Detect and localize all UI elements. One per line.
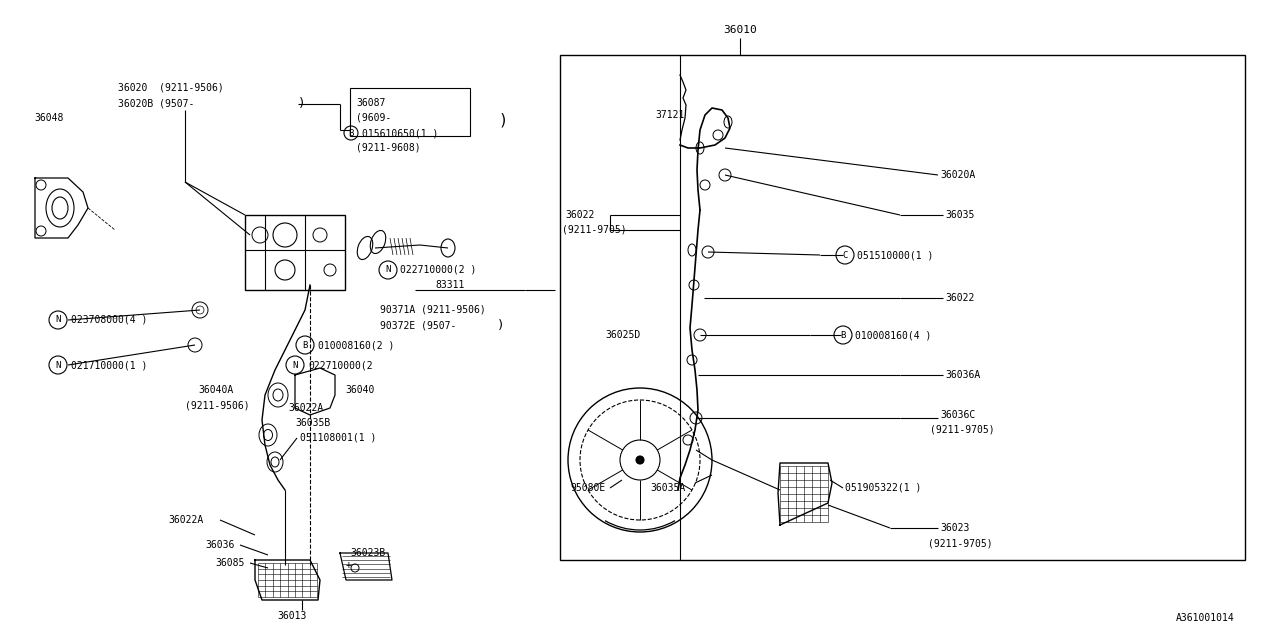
Text: 36035A: 36035A [650,483,685,493]
Text: 36036: 36036 [205,540,234,550]
Text: 051510000(1 ): 051510000(1 ) [858,250,933,260]
Text: 36085: 36085 [215,558,244,568]
Text: 90371A (9211-9506): 90371A (9211-9506) [380,305,485,315]
Text: ): ) [298,97,306,111]
Bar [561,55,1245,560]
Text: N: N [55,360,60,369]
Text: 36020A: 36020A [940,170,975,180]
Text: 36020  (9211-9506): 36020 (9211-9506) [118,83,224,93]
Text: B: B [348,129,353,138]
Text: (9609-: (9609- [356,113,392,123]
Text: (9211-9608): (9211-9608) [356,143,421,153]
Text: 36087: 36087 [356,98,385,108]
Text: 36010: 36010 [723,25,756,35]
Text: 015610650(1 ): 015610650(1 ) [362,128,438,138]
Bar [244,215,346,290]
Text: 36048: 36048 [35,113,64,123]
Bar [349,88,470,136]
Text: 36023: 36023 [940,523,969,533]
Text: 36022A: 36022A [288,403,324,413]
Text: (9211-9705): (9211-9705) [562,225,627,235]
Text: 36023B: 36023B [349,548,385,558]
Text: ): ) [498,113,507,127]
Text: 90372E (9507-: 90372E (9507- [380,320,457,330]
Text: B: B [302,340,307,349]
Text: (9211-9705): (9211-9705) [931,425,995,435]
Text: 36035: 36035 [945,210,974,220]
Text: 36025D: 36025D [605,330,640,340]
Text: 36022: 36022 [564,210,594,220]
Text: 36040: 36040 [346,385,374,395]
Text: +: + [346,560,352,570]
Text: 36022: 36022 [945,293,974,303]
Text: C: C [842,250,847,259]
Text: 95080E: 95080E [570,483,605,493]
Text: 36036A: 36036A [945,370,980,380]
Text: 36020B (9507-: 36020B (9507- [118,99,195,109]
Text: 36036C: 36036C [940,410,975,420]
Text: 36022A: 36022A [168,515,204,525]
Text: 010008160(4 ): 010008160(4 ) [855,330,932,340]
Text: 022710000(2 ): 022710000(2 ) [399,265,476,275]
Text: B: B [840,330,846,339]
Text: ): ) [497,319,504,332]
Circle shape [636,456,644,464]
Text: 36040A: 36040A [198,385,233,395]
Text: 36035B: 36035B [294,418,330,428]
Text: 36013: 36013 [276,611,306,621]
Text: (9211-9506): (9211-9506) [186,400,250,410]
Text: 022710000(2: 022710000(2 [308,360,372,370]
Text: 010008160(2 ): 010008160(2 ) [317,340,394,350]
Text: 051905322(1 ): 051905322(1 ) [845,483,922,493]
Text: 023708000(4 ): 023708000(4 ) [70,315,147,325]
Text: (9211-9705): (9211-9705) [928,539,992,549]
Text: 37121: 37121 [655,110,685,120]
Text: 83311: 83311 [435,280,465,290]
Text: N: N [292,360,298,369]
Text: N: N [385,266,390,275]
Text: N: N [55,316,60,324]
Text: A361001014: A361001014 [1176,613,1235,623]
Text: 051108001(1 ): 051108001(1 ) [300,433,376,443]
Text: 021710000(1 ): 021710000(1 ) [70,360,147,370]
